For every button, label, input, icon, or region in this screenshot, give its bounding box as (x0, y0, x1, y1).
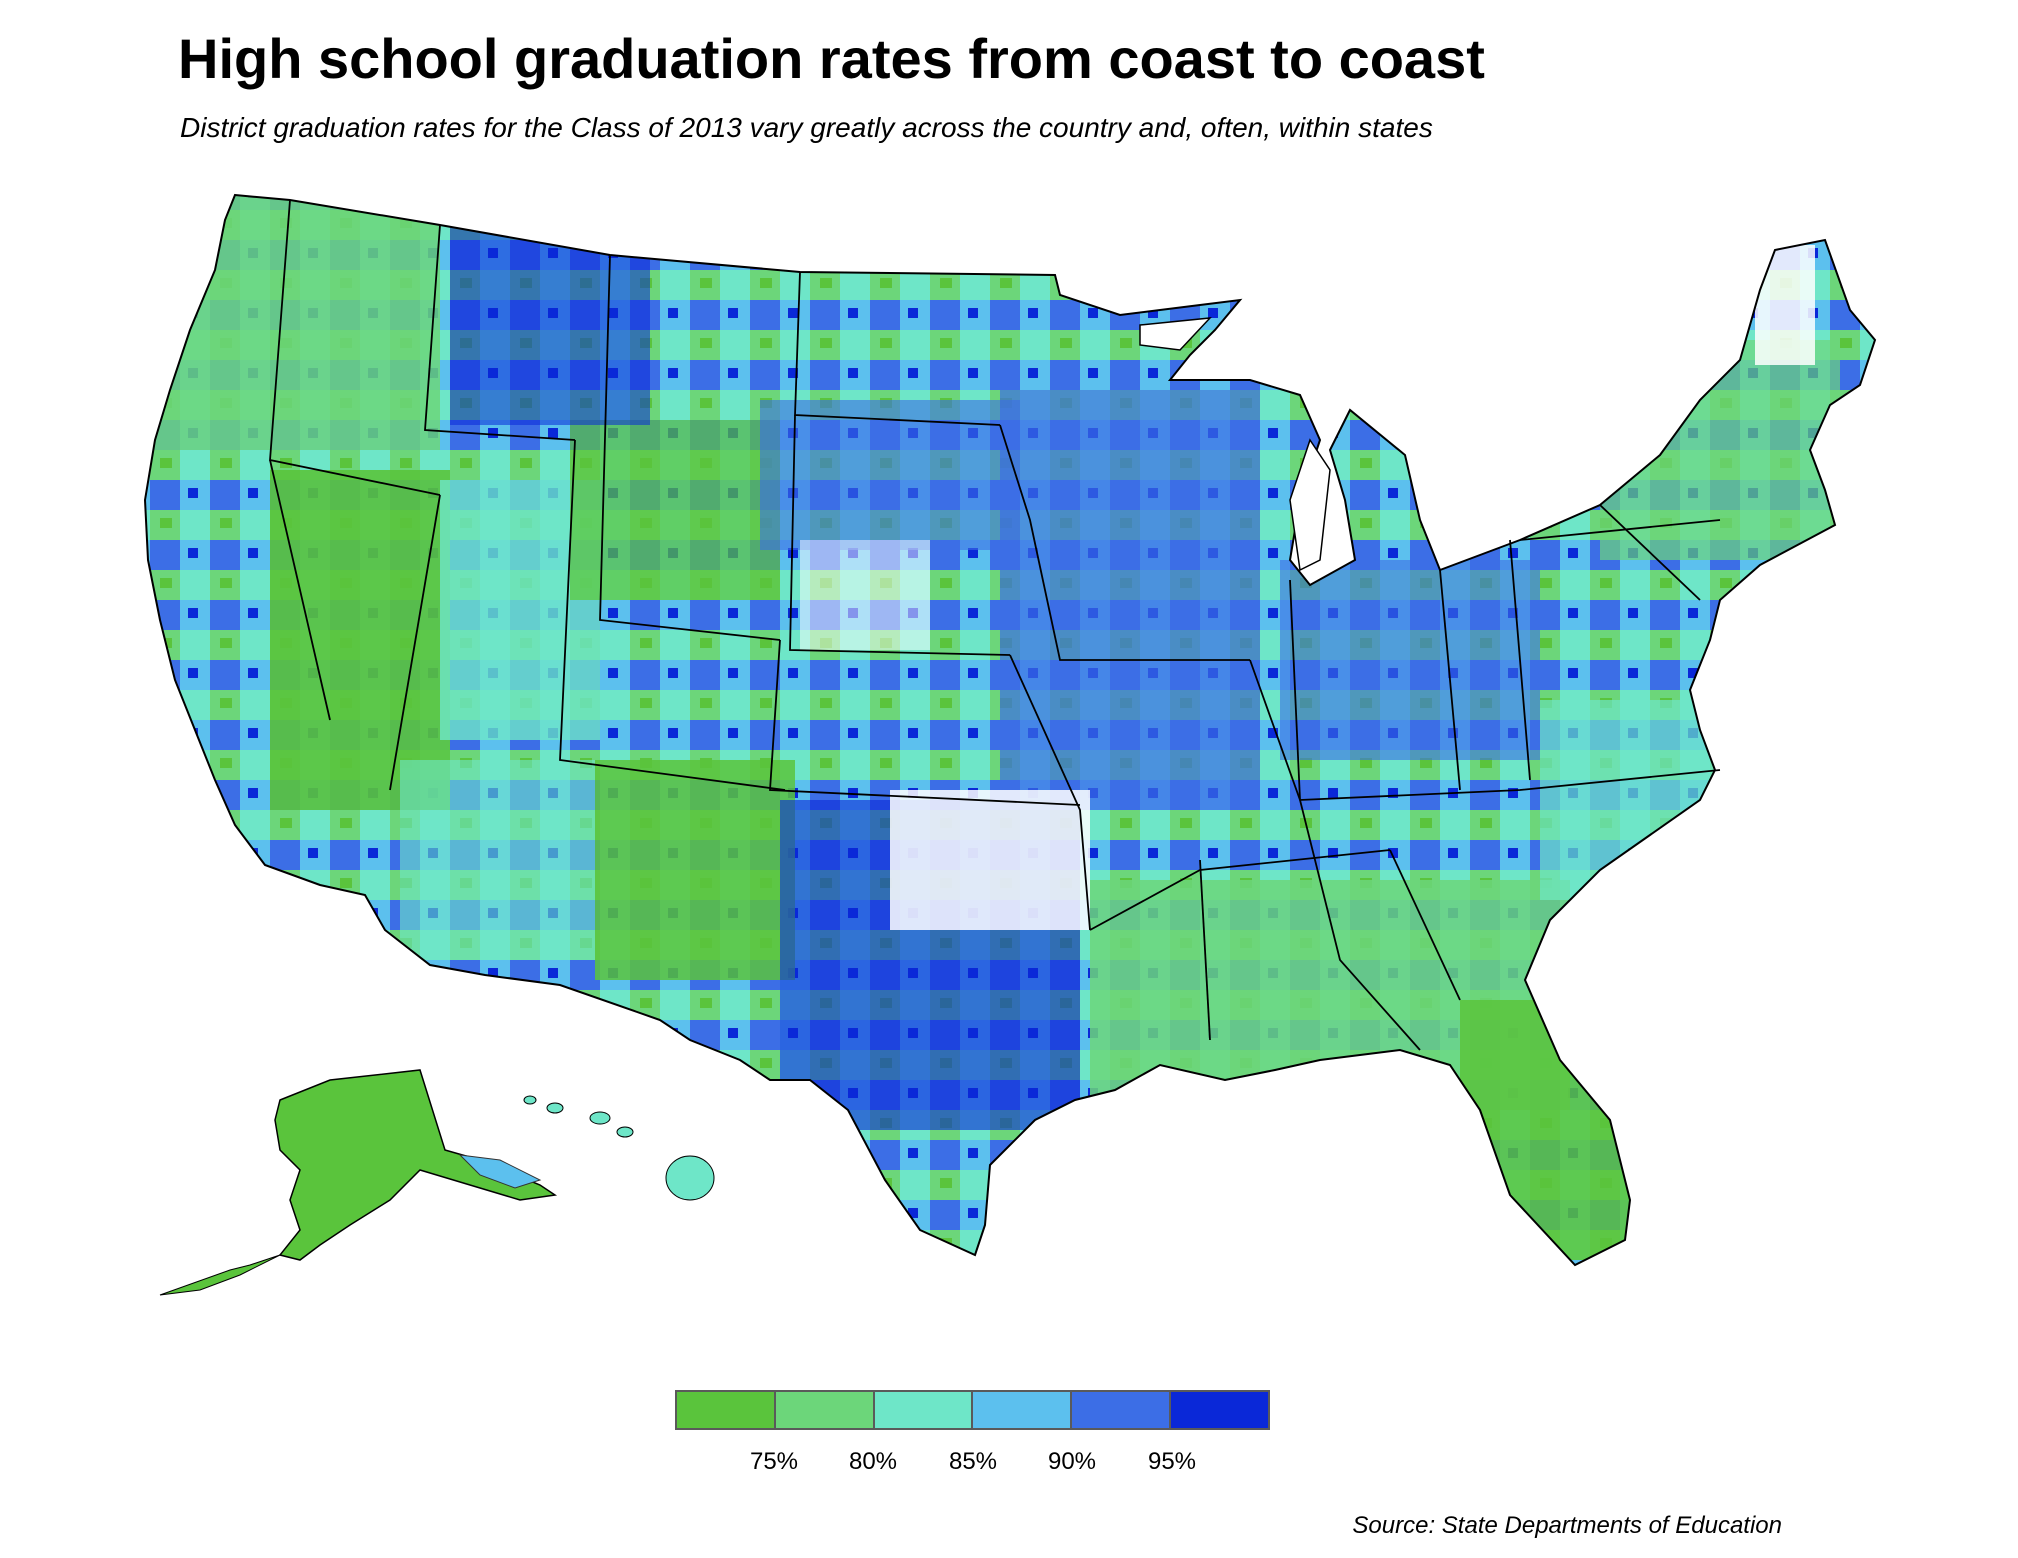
legend-swatch (874, 1392, 974, 1428)
legend-label: 80% (848, 1448, 898, 1475)
legend-label: 95% (1147, 1448, 1197, 1475)
map-subtitle: District graduation rates for the Class … (180, 112, 1433, 143)
legend-label: 75% (749, 1448, 799, 1475)
legend-swatch (775, 1392, 875, 1428)
source-note: Source: State Departments of Education (1352, 1512, 1782, 1539)
legend-swatch (677, 1392, 776, 1428)
legend-label: 85% (948, 1448, 998, 1475)
legend-swatch (1072, 1392, 1172, 1428)
map-title: High school graduation rates from coast … (178, 27, 1485, 90)
legend-swatch (973, 1392, 1073, 1428)
legend-label: 90% (1047, 1448, 1097, 1475)
hawaii (523, 1095, 715, 1201)
alaska (159, 1069, 558, 1296)
us-choropleth-map (143, 193, 1877, 1296)
color-legend (675, 1390, 1270, 1430)
legend-swatch (1171, 1392, 1268, 1428)
